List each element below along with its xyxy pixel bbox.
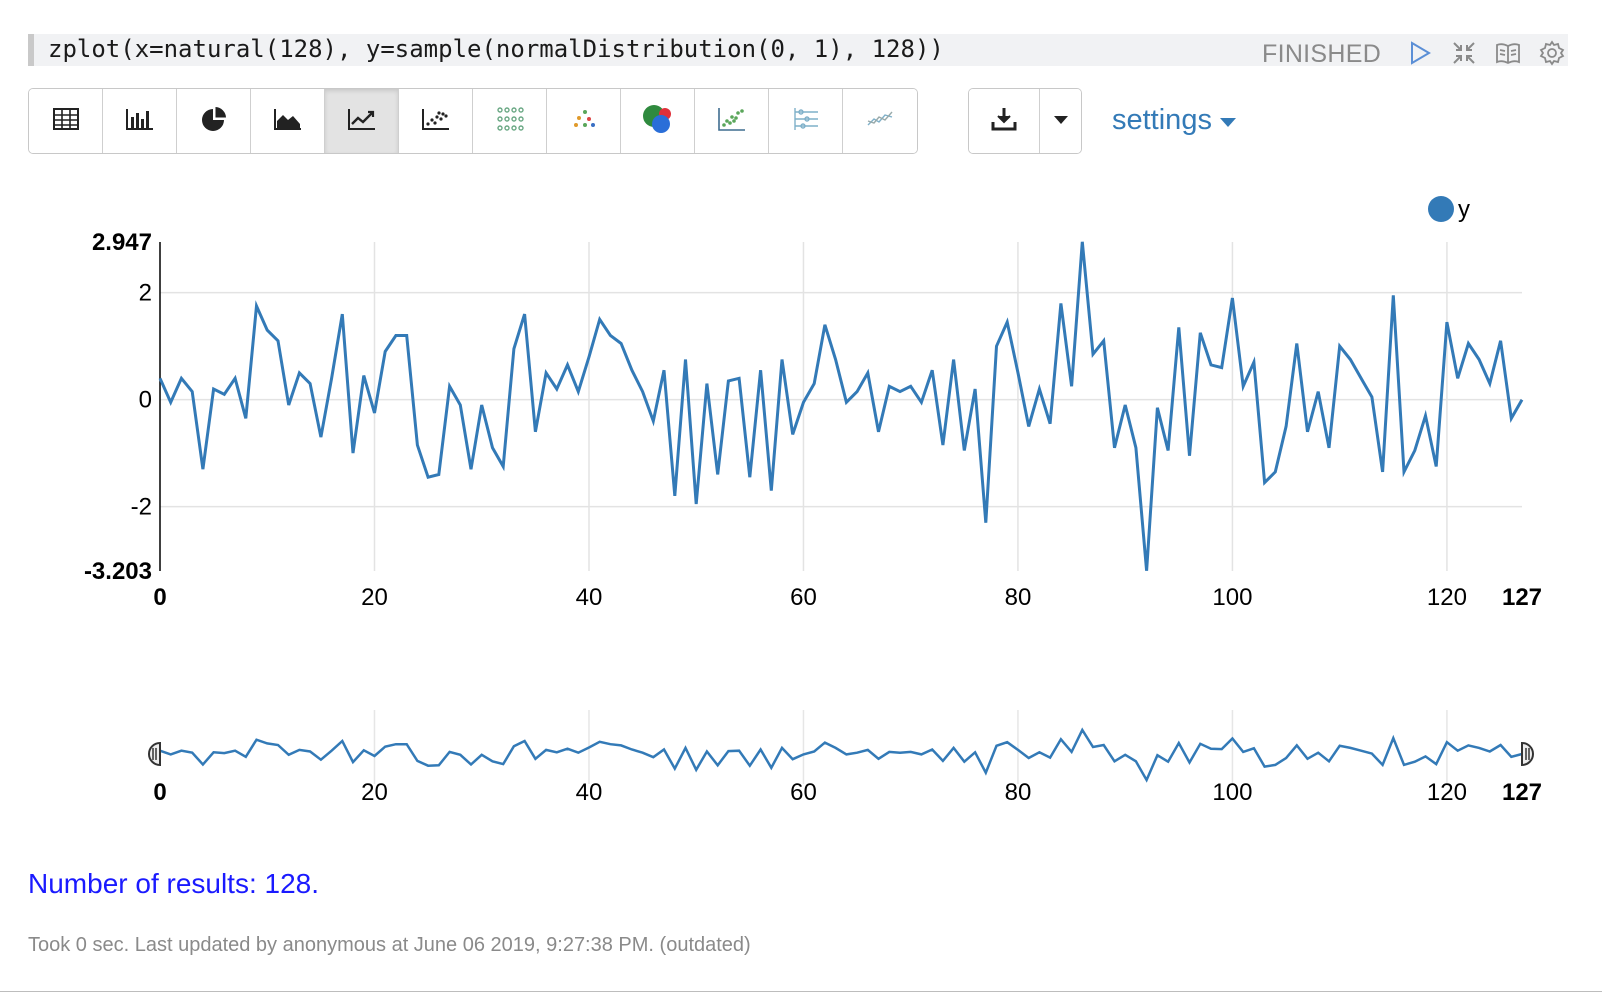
- nav-handle-shape: [1521, 741, 1534, 766]
- nav-tick-label: 100: [1212, 779, 1252, 806]
- scatter-chart-icon: [421, 107, 451, 136]
- x-tick-label: 100: [1212, 584, 1252, 611]
- download-group: [968, 88, 1082, 154]
- viz-parallel-button[interactable]: [769, 89, 843, 153]
- viz-table-button[interactable]: [29, 89, 103, 153]
- divider: [0, 991, 1602, 992]
- caret-down-icon: [1053, 112, 1069, 130]
- viz-scatter-trend-button[interactable]: [695, 89, 769, 153]
- grid: [160, 242, 1522, 571]
- x-tick-label: 120: [1427, 584, 1467, 611]
- nav-tick-label: 20: [361, 779, 388, 806]
- viz-line-button[interactable]: [325, 89, 399, 153]
- series-line-y[interactable]: [158, 241, 1524, 571]
- viz-multiline-button[interactable]: [843, 89, 917, 153]
- line-chart[interactable]: -3.203 -2 0 2 2.947 0 20 40 60 80 100 120 127 y 0 20 40 6…: [0, 180, 1602, 820]
- run-icon[interactable]: [1405, 38, 1435, 68]
- parallel-coords-icon: [791, 106, 821, 137]
- book-icon[interactable]: [1493, 38, 1523, 68]
- nav-tick-label: 40: [576, 779, 603, 806]
- viz-bubble-button[interactable]: [621, 89, 695, 153]
- nav-handle-left[interactable]: [148, 741, 161, 766]
- heatmap-icon: [495, 106, 525, 137]
- download-options-dropdown[interactable]: [1039, 89, 1081, 153]
- paragraph-controls: [1405, 38, 1567, 68]
- y-tick-label: -3.203: [84, 558, 152, 585]
- multi-line-icon: [865, 107, 895, 136]
- scatter-trend-icon: [717, 106, 747, 137]
- x-tick-label: 127: [1502, 584, 1542, 611]
- nav-tick-label: 80: [1005, 779, 1032, 806]
- settings-toggle[interactable]: settings: [1112, 104, 1236, 137]
- y-tick-label: 0: [139, 387, 152, 414]
- area-chart-icon: [273, 107, 303, 136]
- download-icon: [990, 105, 1018, 138]
- x-tick-label: 40: [576, 584, 603, 611]
- settings-label: settings: [1112, 104, 1212, 136]
- nav-tick-labels: 0 20 40 60 80 100 120 127: [153, 779, 1542, 806]
- code-text[interactable]: zplot(x=natural(128), y=sample(normalDis…: [48, 35, 944, 63]
- nav-handle-shape: [148, 741, 161, 766]
- bubble-chart-icon: [641, 102, 675, 141]
- collapse-icon[interactable]: [1449, 38, 1479, 68]
- x-tick-label: 0: [153, 584, 166, 611]
- viz-cluster-button[interactable]: [547, 89, 621, 153]
- nav-tick-label: 60: [790, 779, 817, 806]
- visualization-toolbar: [28, 88, 918, 154]
- results-count: Number of results: 128.: [28, 868, 320, 899]
- nav-tick-label: 127: [1502, 779, 1542, 806]
- viz-heatmap-button[interactable]: [473, 89, 547, 153]
- legend-label-y: y: [1458, 196, 1470, 223]
- bar-chart-icon: [125, 107, 155, 136]
- nav-tick-label: 120: [1427, 779, 1467, 806]
- y-tick-label: -2: [131, 494, 152, 521]
- y-tick-label: 2.947: [92, 229, 152, 256]
- paragraph-status: FINISHED: [1262, 40, 1382, 68]
- y-tick-label: 2: [139, 280, 152, 307]
- viz-area-button[interactable]: [251, 89, 325, 153]
- table-icon: [52, 107, 79, 135]
- viz-scatter-button[interactable]: [399, 89, 473, 153]
- gear-icon[interactable]: [1537, 38, 1567, 68]
- viz-bar-button[interactable]: [103, 89, 177, 153]
- x-tick-labels: 0 20 40 60 80 100 120 127: [153, 584, 1542, 611]
- pie-chart-icon: [200, 105, 228, 138]
- dot-cluster-icon: [571, 108, 597, 135]
- nav-handle-right[interactable]: [1521, 741, 1534, 766]
- legend-swatch-y: [1428, 196, 1454, 222]
- x-tick-label: 60: [790, 584, 817, 611]
- y-tick-labels: -3.203 -2 0 2 2.947: [84, 229, 152, 585]
- code-editor[interactable]: zplot(x=natural(128), y=sample(normalDis…: [28, 34, 1568, 66]
- x-tick-label: 80: [1005, 584, 1032, 611]
- download-button[interactable]: [969, 89, 1039, 153]
- viz-pie-button[interactable]: [177, 89, 251, 153]
- nav-tick-label: 0: [153, 779, 166, 806]
- nav-series-line-y: [159, 727, 1523, 783]
- last-updated-footer: Took 0 sec. Last updated by anonymous at…: [28, 934, 751, 956]
- settings-caret-icon: [1219, 118, 1236, 127]
- legend[interactable]: y: [1428, 196, 1470, 223]
- range-navigator[interactable]: 0 20 40 60 80 100 120 127: [148, 710, 1542, 806]
- x-tick-label: 20: [361, 584, 388, 611]
- line-chart-icon: [347, 107, 377, 136]
